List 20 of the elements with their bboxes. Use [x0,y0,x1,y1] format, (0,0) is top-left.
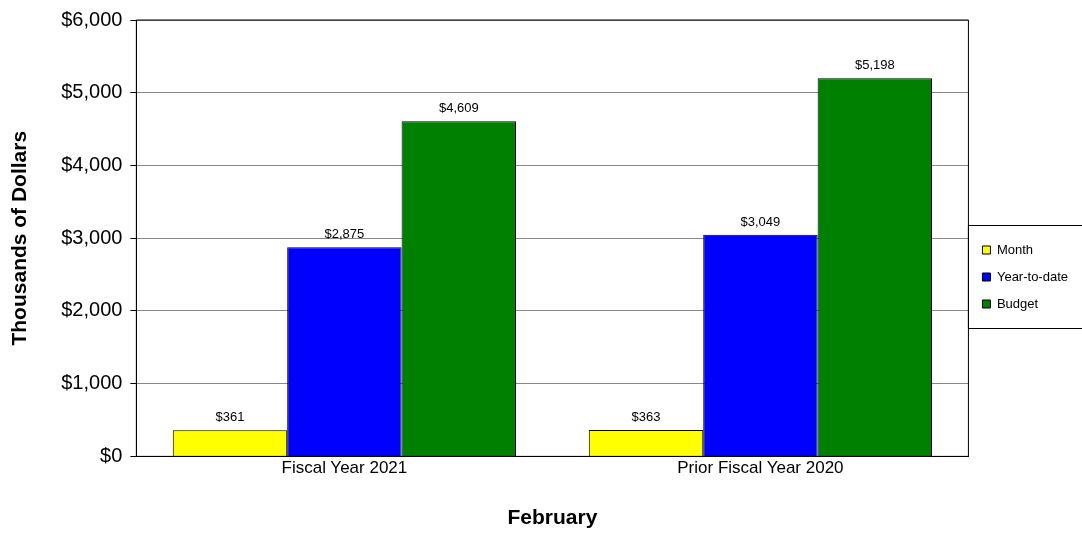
legend-label: Year-to-date [996,268,1069,284]
y-tick-label: $0 [100,443,123,466]
text: $2,875 [324,226,365,242]
text: $4,609 [438,100,479,116]
y-tick-label: $1,000 [61,371,123,394]
y-tick-label: $6,000 [61,7,123,30]
y-tick-label: $4,000 [61,152,123,175]
x-axis-title: February [507,505,598,529]
y-axis-title: Thousands of Dollars [7,130,31,346]
legend-label: Budget [996,295,1039,311]
y-tick-label: $3,000 [61,225,123,248]
text: $3,049 [740,213,781,229]
y-tick-label: $2,000 [61,298,123,321]
text: $361 [215,409,245,425]
x-tick-label: Fiscal Year 2021 [281,458,408,478]
x-tick-label: Prior Fiscal Year 2020 [677,458,844,478]
text: $363 [631,409,661,425]
y-tick-label: $5,000 [61,80,123,103]
text: $5,198 [854,57,895,73]
legend-label: Month [996,241,1034,257]
